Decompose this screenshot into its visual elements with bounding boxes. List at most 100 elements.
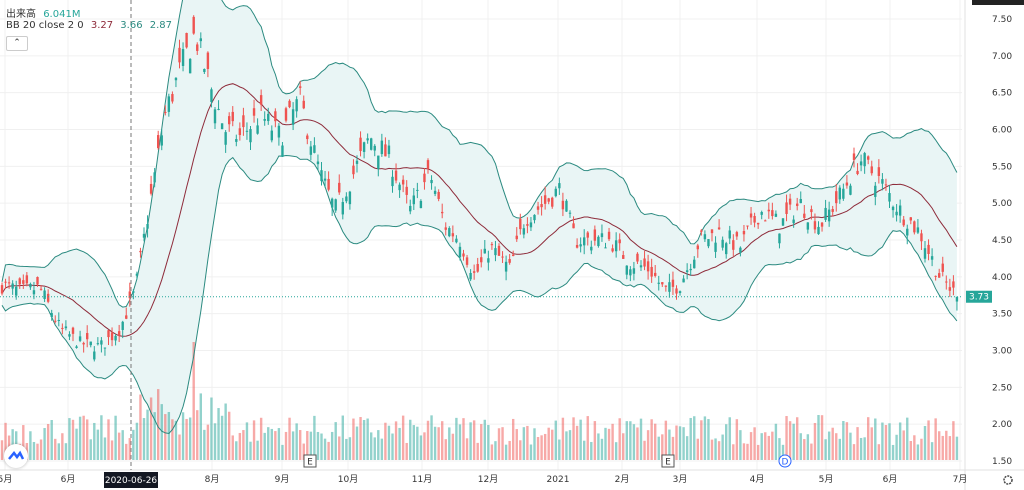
volume-bar (462, 418, 465, 460)
dividend-marker[interactable]: D (778, 454, 792, 468)
volume-bar (82, 415, 85, 460)
bb-label: BB 20 close 2 0 (6, 20, 84, 31)
candle-body (210, 89, 213, 103)
volume-bar (416, 426, 419, 460)
volume-bar (856, 427, 859, 460)
candle-body (78, 336, 82, 341)
volume-bar (426, 420, 430, 460)
candle-body (543, 195, 547, 204)
tradingview-logo-icon[interactable] (4, 444, 28, 468)
candle-body (110, 332, 114, 341)
candle-body (444, 227, 447, 230)
candle-body (817, 226, 820, 235)
volume-bar (433, 426, 437, 460)
candle-body (661, 282, 664, 285)
last-price-badge (966, 290, 992, 303)
candle-body (18, 278, 21, 285)
volume-bar (916, 444, 920, 460)
volume-bar (646, 430, 650, 460)
x-tick-label: 4月 (750, 474, 765, 485)
candle-body (923, 248, 927, 259)
volume-bar (831, 427, 834, 460)
candle-body (540, 204, 543, 208)
candle-body (856, 170, 859, 175)
candle-body (451, 233, 455, 237)
candle-body (796, 203, 799, 206)
candle-body (522, 228, 526, 235)
candle-body (96, 343, 100, 345)
candle-body (405, 186, 408, 195)
volume-bar (313, 415, 316, 460)
candle-body (916, 227, 920, 233)
earnings-marker[interactable]: E (661, 454, 675, 468)
x-tick-label: 8月 (205, 474, 220, 485)
candle-body (302, 100, 305, 109)
candle-body (465, 257, 469, 265)
candle-body (657, 282, 660, 284)
settings-gear-icon[interactable] (1003, 475, 1013, 485)
candle-body (160, 135, 163, 146)
candle-body (4, 281, 7, 283)
candle-body (46, 293, 50, 302)
volume-bar (469, 422, 472, 460)
candle-body (259, 95, 263, 105)
volume-bar (930, 442, 934, 460)
volume-value: 6.041M (43, 9, 81, 20)
volume-bar (355, 426, 359, 460)
volume-bar (781, 444, 785, 460)
volume-bar (338, 436, 341, 460)
volume-bar (909, 440, 912, 460)
candle-body (930, 256, 934, 260)
collapse-legend-button[interactable]: ⌃ (6, 36, 28, 51)
candle-body (394, 170, 398, 181)
candle-body (391, 176, 394, 187)
volume-bar (742, 443, 746, 460)
candle-body (636, 253, 639, 262)
candle-body (398, 184, 401, 191)
candle-body (132, 291, 135, 293)
volume-bar (583, 440, 586, 460)
candle-body (735, 232, 739, 237)
candle-body (341, 202, 344, 215)
volume-bar (213, 423, 217, 460)
candle-body (433, 190, 437, 194)
volume-bar (575, 425, 579, 460)
candle-body (955, 296, 959, 302)
volume-bar (100, 415, 103, 460)
x-tick-label: 7月 (953, 474, 968, 485)
volume-bar (107, 419, 110, 460)
candle-body (845, 182, 849, 186)
candle-body (614, 240, 618, 252)
top-toolbar-buttons[interactable] (972, 0, 1024, 5)
candle-body (749, 213, 753, 218)
earnings-icon (303, 454, 317, 468)
volume-bar (29, 431, 32, 460)
volume-bar (938, 431, 941, 460)
volume-bar (299, 430, 302, 460)
earnings-marker[interactable]: E (303, 454, 317, 468)
candle-body (664, 285, 668, 287)
volume-bar (36, 443, 39, 460)
candle-body (622, 255, 625, 259)
volume-bar (444, 439, 447, 460)
volume-bar (405, 442, 408, 460)
candle-body (430, 179, 433, 184)
candle-body (441, 211, 444, 214)
candle-body (54, 320, 57, 322)
candle-body (185, 32, 188, 48)
candle-body (746, 225, 749, 227)
chevron-up-icon: ⌃ (13, 38, 21, 48)
candle-body (739, 247, 742, 253)
candle-body (295, 99, 298, 112)
volume-bar (710, 439, 714, 460)
volume-bar (490, 444, 494, 460)
volume-bar (561, 417, 565, 460)
volume-bar (465, 438, 469, 460)
candle-body (401, 179, 405, 185)
candle-body (913, 221, 916, 233)
volume-bar (806, 434, 810, 460)
volume-bar (849, 432, 852, 460)
volume-bar (135, 422, 139, 460)
